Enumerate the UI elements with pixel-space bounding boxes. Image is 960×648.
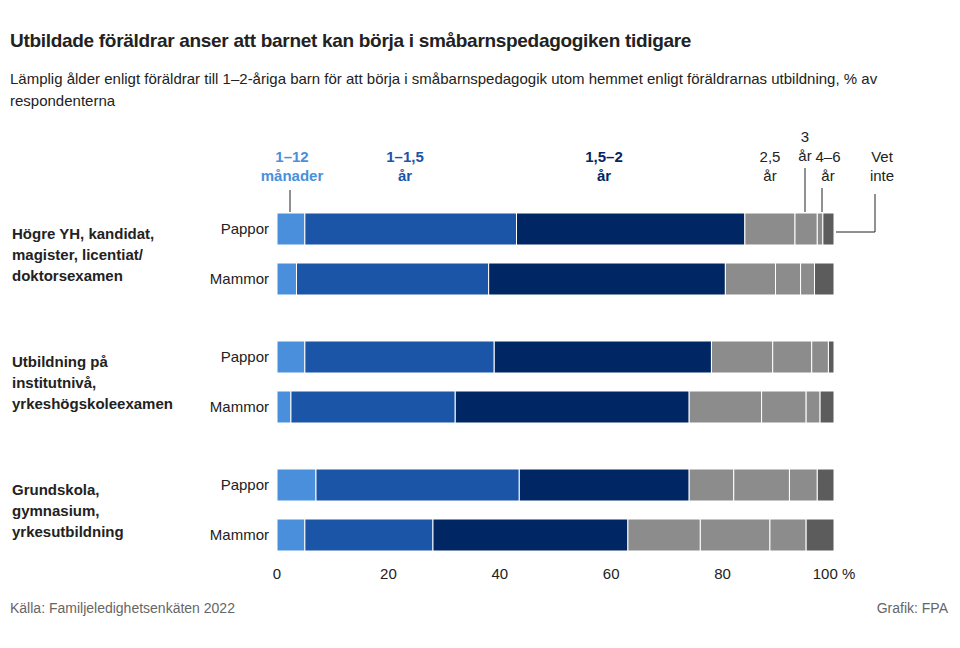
html-text:Utbildade föräldrar anser att: Utbildade föräldrar anser att barnet kan…	[10, 30, 692, 51]
svg-text:4–6år: 4–6år	[815, 148, 840, 184]
svg-text:60: 60	[603, 565, 620, 582]
html-text:doktorsexamen: doktorsexamen	[12, 266, 123, 284]
svg-text:2,5år: 2,5år	[760, 148, 781, 184]
svg-text:Mammor: Mammor	[210, 270, 269, 287]
svg-text:Mammor: Mammor	[210, 398, 269, 415]
svg-text:1–1,5år: 1–1,5år	[386, 148, 424, 184]
html-text:Grafik: FPA: Grafik: FPA	[876, 600, 948, 616]
svg-text:Mammor: Mammor	[210, 526, 269, 543]
svg-text:0: 0	[273, 565, 281, 582]
svg-text:80: 80	[714, 565, 731, 582]
html-text:gymnasium,: gymnasium,	[12, 501, 100, 519]
svg-text:Pappor: Pappor	[221, 348, 269, 365]
svg-text:Pappor: Pappor	[221, 220, 269, 237]
html-text:yrkeshögskoleexamen: yrkeshögskoleexamen	[12, 394, 173, 412]
svg-text:Vetinte: Vetinte	[870, 148, 894, 184]
svg-text:3år: 3år	[798, 128, 811, 164]
svg-text:100 %: 100 %	[813, 565, 856, 582]
html-text:magister, licentiat/: magister, licentiat/	[12, 245, 143, 263]
html-text:Högre YH, kandidat,: Högre YH, kandidat,	[12, 224, 155, 242]
html-text:yrkesutbildning: yrkesutbildning	[12, 522, 124, 540]
svg-text:40: 40	[491, 565, 508, 582]
html-text:Lämplig ålder enligt föräldrar: Lämplig ålder enligt föräldrar till 1–2-…	[10, 70, 878, 109]
html-text:institutnivå,: institutnivå,	[12, 373, 97, 391]
svg-text:Pappor: Pappor	[221, 476, 269, 493]
svg-text:20: 20	[380, 565, 397, 582]
html-text:Källa: Familjeledighetsenkäten: Källa: Familjeledighetsenkäten 2022	[10, 600, 235, 616]
html-text:Utbildning på: Utbildning på	[12, 352, 108, 370]
svg-text:1,5–2år: 1,5–2år	[585, 148, 623, 184]
svg-text:1–12månader: 1–12månader	[261, 148, 324, 184]
html-text:Grundskola,: Grundskola,	[12, 480, 100, 498]
